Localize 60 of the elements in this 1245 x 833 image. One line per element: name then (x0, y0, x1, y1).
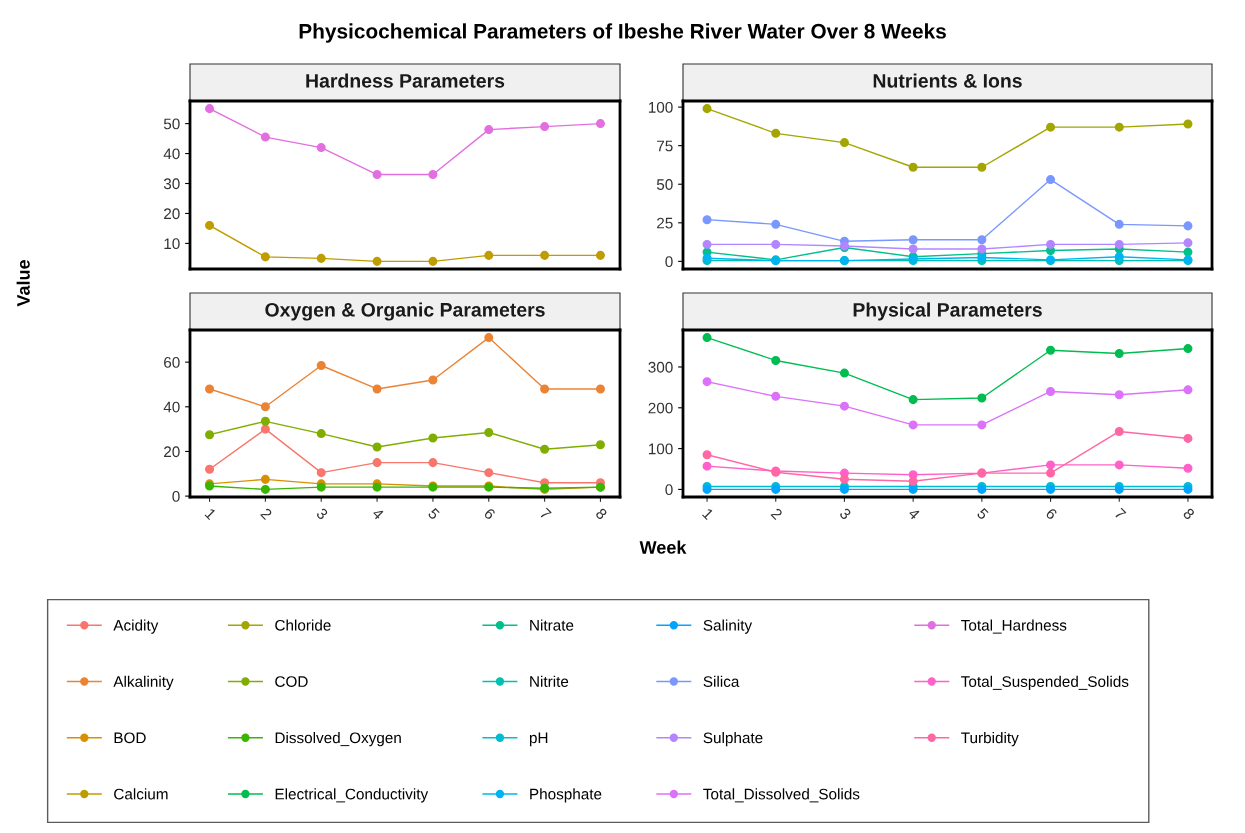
legend-label: Phosphate (530, 788, 602, 803)
y-tick-label: 20 (164, 446, 180, 458)
y-tick-label: 75 (657, 140, 673, 152)
x-tick-label: 2 (260, 507, 273, 521)
x-tick-label: 7 (1114, 507, 1127, 521)
chart-title: Physicochemical Parameters of Ibeshe River Water Over 8 Weeks (299, 23, 946, 43)
y-tick-label: 0 (665, 484, 673, 496)
legend-label: Silica (703, 675, 740, 687)
legend-label: Dissolved_Oxygen (275, 732, 401, 747)
y-tick-label: 300 (648, 361, 673, 373)
legend-label: Total_Hardness (961, 619, 1067, 634)
chart-subtitle: Hardness Parameters (306, 73, 505, 88)
y-tick-label: 100 (648, 101, 673, 113)
legend-label: Total_Suspended_Solids (961, 675, 1129, 690)
legend-label: Electrical_Conductivity (275, 788, 429, 803)
legend-label: Calcium (114, 788, 168, 800)
legend-label: Nitrite (530, 675, 569, 687)
legend-label: Acidity (113, 619, 159, 634)
x-tick-label: 5 (976, 507, 990, 521)
y-tick-label: 30 (163, 178, 180, 190)
x-tick-label: 1 (702, 507, 715, 521)
x-tick-label: 8 (595, 507, 608, 521)
y-tick-label: 60 (164, 357, 180, 368)
y-tick-label: 40 (163, 148, 180, 160)
x-tick-label: 3 (315, 507, 329, 521)
y-tick-label: 40 (163, 401, 180, 413)
y-tick-label: 50 (656, 179, 673, 190)
chart-subtitle: Physical Parameters (853, 302, 1042, 321)
legend-label: Salinity (703, 619, 753, 634)
x-axis-title: Week (639, 540, 687, 554)
chart-subtitle: Nutrients & Ions (873, 73, 1022, 88)
x-tick-label: 5 (427, 507, 441, 521)
x-tick-label: 6 (483, 507, 497, 521)
y-tick-label: 100 (648, 443, 673, 455)
legend-label: COD (275, 676, 308, 687)
x-tick-label: 1 (204, 507, 217, 521)
y-tick-label: 25 (657, 217, 673, 229)
x-tick-label: 3 (838, 507, 852, 521)
y-tick-label: 200 (648, 402, 673, 414)
legend-label: Nitrate (530, 619, 574, 631)
x-tick-label: 6 (1045, 507, 1058, 521)
legend-label: Sulphate (703, 732, 763, 747)
y-tick-label: 0 (665, 256, 673, 268)
legend-label: Total_Dissolved_Solids (703, 788, 860, 803)
legend-label: Chloride (275, 619, 331, 631)
y-tick-label: 50 (163, 118, 180, 130)
y-axis-title: Value (16, 260, 30, 307)
legend-label: Turbidity (961, 732, 1019, 747)
y-tick-label: 10 (164, 238, 180, 250)
y-tick-label: 20 (164, 208, 180, 220)
chart-subtitle: Oxygen & Organic Parameters (265, 302, 545, 321)
legend-label: pH (529, 732, 548, 747)
y-tick-label: 0 (172, 490, 180, 502)
legend-label: Alkalinity (113, 675, 174, 690)
x-tick-label: 2 (770, 507, 783, 521)
x-tick-label: 8 (1182, 507, 1196, 521)
x-tick-label: 7 (539, 507, 552, 521)
legend-label: BOD (114, 732, 146, 744)
x-tick-label: 4 (371, 507, 385, 521)
x-tick-label: 4 (907, 507, 921, 521)
